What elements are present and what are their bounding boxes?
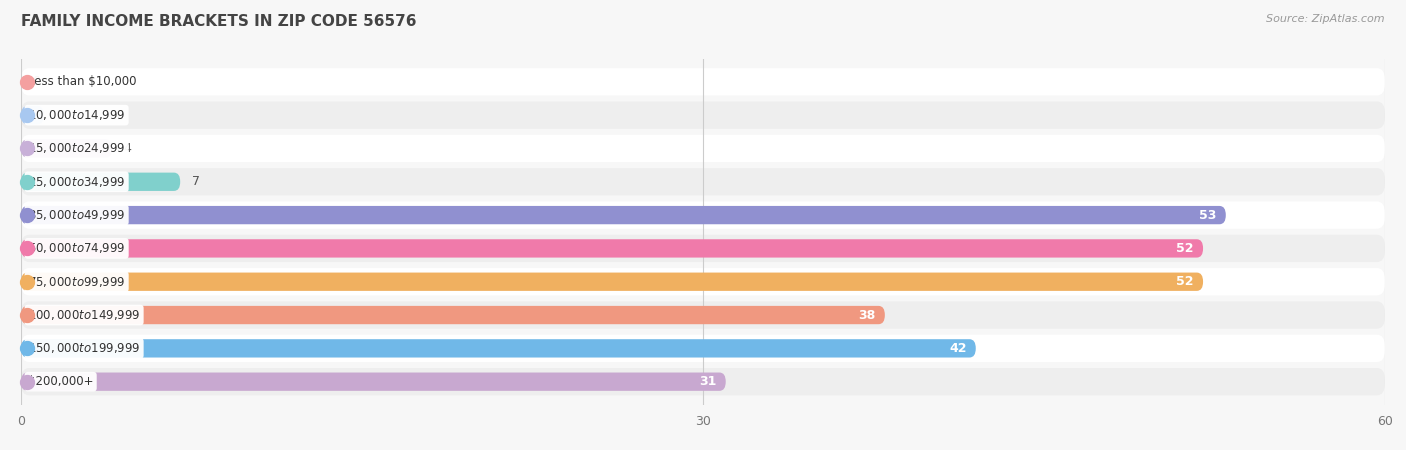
FancyBboxPatch shape: [21, 235, 1385, 262]
Text: 0: 0: [32, 75, 41, 88]
FancyBboxPatch shape: [21, 135, 1385, 162]
FancyBboxPatch shape: [21, 68, 1385, 95]
Text: $15,000 to $24,999: $15,000 to $24,999: [28, 141, 125, 155]
Text: 31: 31: [699, 375, 717, 388]
Text: Less than $10,000: Less than $10,000: [28, 75, 136, 88]
Text: 1: 1: [55, 108, 63, 122]
FancyBboxPatch shape: [21, 268, 1385, 295]
FancyBboxPatch shape: [21, 273, 1204, 291]
FancyBboxPatch shape: [21, 306, 884, 324]
Text: $75,000 to $99,999: $75,000 to $99,999: [28, 275, 125, 289]
Text: 53: 53: [1199, 209, 1216, 221]
Text: $35,000 to $49,999: $35,000 to $49,999: [28, 208, 125, 222]
Text: $150,000 to $199,999: $150,000 to $199,999: [28, 342, 141, 356]
FancyBboxPatch shape: [21, 206, 1226, 224]
FancyBboxPatch shape: [21, 106, 44, 124]
FancyBboxPatch shape: [21, 339, 976, 357]
Text: FAMILY INCOME BRACKETS IN ZIP CODE 56576: FAMILY INCOME BRACKETS IN ZIP CODE 56576: [21, 14, 416, 28]
FancyBboxPatch shape: [21, 102, 1385, 129]
Text: Source: ZipAtlas.com: Source: ZipAtlas.com: [1267, 14, 1385, 23]
Text: 4: 4: [124, 142, 131, 155]
Text: 52: 52: [1177, 242, 1194, 255]
Text: $25,000 to $34,999: $25,000 to $34,999: [28, 175, 125, 189]
FancyBboxPatch shape: [21, 173, 180, 191]
Text: $50,000 to $74,999: $50,000 to $74,999: [28, 241, 125, 256]
Text: $10,000 to $14,999: $10,000 to $14,999: [28, 108, 125, 122]
FancyBboxPatch shape: [21, 373, 725, 391]
Text: $100,000 to $149,999: $100,000 to $149,999: [28, 308, 141, 322]
Text: 52: 52: [1177, 275, 1194, 288]
FancyBboxPatch shape: [21, 368, 1385, 396]
FancyBboxPatch shape: [21, 335, 1385, 362]
FancyBboxPatch shape: [21, 140, 112, 158]
FancyBboxPatch shape: [21, 168, 1385, 195]
FancyBboxPatch shape: [21, 302, 1385, 328]
Text: 38: 38: [859, 309, 876, 322]
Text: 7: 7: [191, 175, 200, 188]
Text: $200,000+: $200,000+: [28, 375, 93, 388]
FancyBboxPatch shape: [21, 239, 1204, 257]
FancyBboxPatch shape: [21, 202, 1385, 229]
Text: 42: 42: [949, 342, 967, 355]
